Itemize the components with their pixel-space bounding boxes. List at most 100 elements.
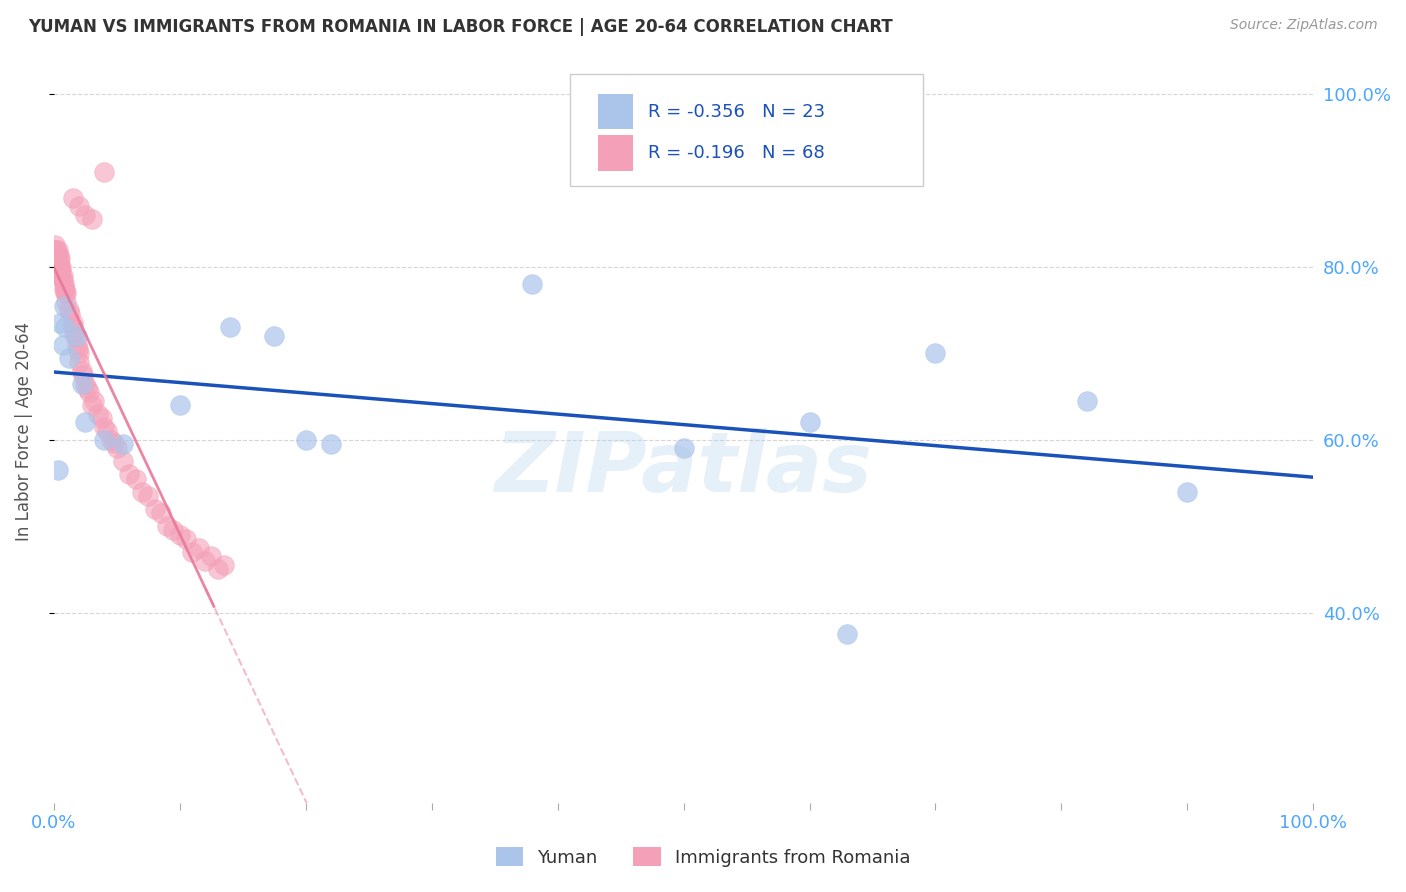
Point (62, 316, 84, 330)
Point (45, 243, 67, 257)
Point (46, 463, 69, 477)
Point (80, 212, 103, 227)
Point (65, 337, 87, 351)
Point (53, 285, 76, 300)
Point (52, 268, 75, 283)
Point (45, 252, 67, 266)
Point (131, 484, 153, 499)
Text: R = -0.356   N = 23: R = -0.356 N = 23 (648, 103, 825, 120)
Point (62, 191, 84, 205)
Point (55, 285, 77, 300)
Point (77, 385, 100, 400)
Point (63, 325, 86, 339)
Point (58, 303, 80, 318)
FancyBboxPatch shape (571, 74, 922, 186)
Point (522, 277, 544, 292)
Point (169, 398, 191, 412)
Point (76, 381, 98, 395)
Point (263, 329, 285, 343)
Point (59, 308, 82, 322)
Point (67, 199, 90, 213)
Point (136, 489, 159, 503)
Point (96, 424, 118, 438)
Point (52, 281, 75, 295)
Point (200, 549, 222, 564)
Point (93, 433, 115, 447)
Point (156, 519, 179, 533)
Point (149, 506, 172, 520)
Point (48, 252, 70, 266)
Point (87, 407, 110, 421)
Point (65, 329, 87, 343)
Point (75, 376, 97, 391)
Point (174, 532, 197, 546)
Point (52, 337, 75, 351)
Point (49, 260, 72, 274)
Point (93, 165, 115, 179)
Point (162, 524, 184, 538)
Point (294, 433, 316, 447)
Text: YUMAN VS IMMIGRANTS FROM ROMANIA IN LABOR FORCE | AGE 20-64 CORRELATION CHART: YUMAN VS IMMIGRANTS FROM ROMANIA IN LABO… (28, 18, 893, 36)
Point (53, 281, 76, 295)
Point (100, 433, 122, 447)
Point (212, 558, 235, 572)
Point (46, 252, 69, 266)
Point (46, 247, 69, 261)
Point (66, 342, 89, 356)
Point (46, 260, 69, 274)
Text: Source: ZipAtlas.com: Source: ZipAtlas.com (1230, 18, 1378, 32)
Point (319, 437, 342, 451)
Point (51, 264, 73, 278)
Point (49, 268, 72, 283)
Point (207, 562, 229, 576)
Point (80, 398, 103, 412)
Point (44, 247, 66, 261)
Point (799, 416, 821, 430)
Point (70, 376, 93, 391)
Point (49, 316, 72, 330)
Y-axis label: In Labor Force | Age 20-64: In Labor Force | Age 20-64 (15, 321, 32, 541)
Point (90, 411, 112, 425)
Point (55, 294, 77, 309)
Point (118, 467, 141, 482)
Point (52, 273, 75, 287)
Point (52, 277, 75, 292)
Point (187, 541, 209, 555)
Point (75, 416, 97, 430)
Point (48, 260, 70, 274)
Point (837, 627, 859, 641)
Point (52, 299, 75, 313)
Point (105, 442, 128, 456)
Point (44, 243, 66, 257)
Legend: Yuman, Immigrants from Romania: Yuman, Immigrants from Romania (488, 840, 918, 874)
Point (672, 442, 695, 456)
Point (67, 346, 90, 360)
Point (181, 545, 204, 559)
Point (70, 363, 93, 377)
FancyBboxPatch shape (598, 94, 633, 129)
Point (51, 268, 73, 283)
Point (65, 329, 87, 343)
Text: R = -0.196   N = 68: R = -0.196 N = 68 (648, 145, 825, 162)
Point (1175, 484, 1198, 499)
Point (83, 393, 105, 408)
Point (58, 351, 80, 365)
Point (219, 320, 242, 334)
Text: ZIPatlas: ZIPatlas (495, 428, 873, 508)
Point (49, 252, 72, 266)
Point (44, 238, 66, 252)
Point (924, 346, 946, 360)
Point (103, 436, 125, 450)
Point (67, 355, 90, 369)
Point (62, 320, 84, 334)
Point (48, 255, 70, 269)
Point (194, 554, 217, 568)
Point (112, 437, 135, 451)
FancyBboxPatch shape (598, 136, 633, 171)
Point (72, 368, 94, 382)
Point (93, 419, 115, 434)
Point (75, 208, 97, 222)
Point (125, 472, 148, 486)
Point (53, 320, 76, 334)
Point (169, 528, 191, 542)
